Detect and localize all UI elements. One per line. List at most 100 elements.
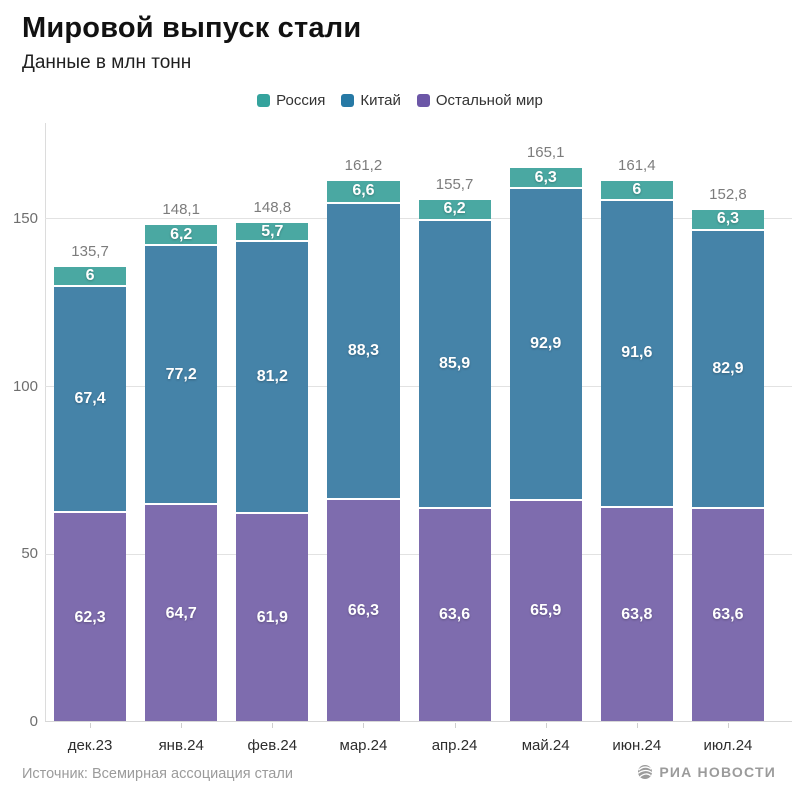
bar-segment-china: 88,3 — [327, 203, 400, 500]
x-axis-label-июн.24: июн.24 — [612, 737, 662, 754]
bar-segment-russia: 6 — [600, 180, 673, 201]
bar-segment-rest-of-world: 61,9 — [236, 514, 309, 722]
segment-value-label: 6,3 — [534, 168, 557, 186]
x-axis-label-фев.24: фев.24 — [247, 737, 298, 754]
bar-segment-china: 67,4 — [54, 287, 127, 514]
bar-group-мар.24: 161,2 6,6 88,3 66,3 мар.24 — [327, 123, 400, 754]
segment-value-label: 66,3 — [347, 601, 379, 619]
bar-segment-china: 77,2 — [145, 246, 218, 506]
segment-value-label: 64,7 — [165, 604, 197, 622]
total-label: 161,2 — [344, 157, 383, 175]
ria-novosti-icon — [637, 764, 653, 780]
segment-value-label: 81,2 — [256, 368, 288, 386]
segment-value-label: 6 — [85, 266, 95, 284]
bar-segment-china: 91,6 — [600, 200, 673, 509]
x-tick-mark — [454, 723, 456, 728]
x-axis-label-янв.24: янв.24 — [158, 737, 204, 754]
segment-value-label: 63,6 — [438, 606, 471, 624]
segment-value-label: 5,7 — [261, 222, 284, 240]
bar-group-дек.23: 135,7 6 67,4 62,3 дек.23 — [54, 123, 127, 754]
legend-swatch — [341, 94, 355, 107]
legend-item-0: Россия — [257, 92, 325, 109]
bar-segment-russia: 6,3 — [509, 168, 582, 190]
segment-value-label: 63,6 — [712, 606, 744, 624]
x-axis-label-мар.24: мар.24 — [339, 737, 388, 754]
bar-segment-rest-of-world: 64,7 — [145, 505, 218, 722]
x-axis-label-апр.24: апр.24 — [431, 737, 478, 754]
y-tick-label-150: 150 — [12, 209, 38, 227]
total-label: 148,8 — [253, 198, 292, 216]
page-title: Мировой выпуск стали — [22, 12, 362, 44]
bar-segment-rest-of-world: 63,6 — [691, 508, 764, 722]
bar-segment-russia: 6,2 — [418, 199, 491, 221]
x-axis-label-июл.24: июл.24 — [703, 737, 753, 754]
legend-label: Китай — [360, 92, 401, 109]
source-note: Источник: Всемирная ассоциация стали — [22, 766, 293, 782]
segment-value-label: 6,3 — [716, 210, 740, 228]
y-tick-label-0: 0 — [29, 713, 38, 730]
legend-swatch — [257, 94, 271, 107]
bar-group-июл.24: 152,8 6,3 82,9 63,6 июл.24 — [691, 123, 764, 754]
x-tick-mark — [545, 723, 547, 728]
segment-value-label: 67,4 — [74, 390, 106, 408]
bar-segment-china: 81,2 — [236, 242, 309, 515]
x-tick-mark — [90, 723, 92, 728]
bar-group-фев.24: 148,8 5,7 81,2 61,9 фев.24 — [236, 123, 309, 754]
x-tick-mark — [272, 723, 274, 728]
x-axis-label-дек.23: дек.23 — [67, 737, 113, 754]
bar-segment-russia: 5,7 — [236, 222, 309, 243]
total-label: 135,7 — [71, 242, 109, 260]
bar-segment-china: 82,9 — [691, 230, 764, 509]
segment-value-label: 92,9 — [530, 335, 562, 353]
bar-segment-russia: 6,2 — [145, 225, 218, 247]
segment-value-label: 62,3 — [74, 608, 106, 626]
total-label: 152,8 — [709, 185, 747, 203]
brand-name: РИА НОВОСТИ — [659, 764, 776, 780]
x-tick-mark — [363, 723, 365, 728]
legend: Россия Китай Остальной мир — [0, 92, 800, 109]
legend-swatch — [416, 94, 430, 107]
y-axis-line — [45, 123, 46, 722]
total-label: 155,7 — [435, 175, 474, 193]
legend-label: Остальной мир — [435, 92, 543, 109]
bar-group-янв.24: 148,1 6,2 77,2 64,7 янв.24 — [145, 123, 218, 754]
bar-segment-russia: 6,6 — [327, 181, 400, 204]
y-tick-label-50: 50 — [21, 545, 38, 563]
x-tick-mark — [181, 723, 183, 728]
bar-segment-rest-of-world: 66,3 — [327, 499, 400, 722]
x-axis-label-май.24: май.24 — [521, 737, 570, 754]
segment-value-label: 91,6 — [621, 344, 653, 362]
page-subtitle: Данные в млн тонн — [22, 52, 192, 73]
bar-group-июн.24: 161,4 6 91,6 63,8 июн.24 — [600, 123, 673, 754]
total-label: 165,1 — [526, 144, 565, 162]
total-label: 161,4 — [618, 156, 656, 174]
y-tick-label-100: 100 — [12, 377, 38, 395]
segment-value-label: 65,9 — [530, 602, 562, 620]
segment-value-label: 77,2 — [165, 365, 197, 383]
total-label: 148,1 — [162, 201, 200, 219]
segment-value-label: 61,9 — [256, 609, 288, 627]
stacked-bar-chart: 135,7 6 67,4 62,3 дек.23 148,1 6,2 77,2 64,7 янв.… — [0, 123, 800, 754]
brand-logo: РИА НОВОСТИ — [637, 764, 776, 780]
legend-item-2: Остальной мир — [416, 92, 543, 109]
segment-value-label: 6,2 — [443, 200, 466, 218]
segment-value-label: 88,3 — [347, 341, 379, 359]
x-tick-mark — [727, 723, 729, 728]
segment-value-label: 6,2 — [170, 225, 193, 243]
segment-value-label: 63,8 — [621, 606, 653, 624]
bar-group-апр.24: 155,7 6,2 85,9 63,6 апр.24 — [418, 123, 491, 754]
legend-label: Россия — [276, 92, 326, 109]
legend-item-1: Китай — [341, 92, 401, 109]
segment-value-label: 82,9 — [712, 359, 744, 377]
x-tick-mark — [636, 723, 638, 728]
bar-segment-china: 85,9 — [418, 220, 491, 509]
bars-container: 135,7 6 67,4 62,3 дек.23 148,1 6,2 77,2 64,7 янв.… — [45, 123, 792, 754]
bar-segment-rest-of-world: 63,6 — [418, 508, 491, 722]
segment-value-label: 6 — [632, 180, 642, 198]
bar-segment-rest-of-world: 65,9 — [509, 500, 582, 722]
bar-segment-rest-of-world: 62,3 — [54, 513, 127, 722]
segment-value-label: 6,6 — [352, 182, 375, 200]
bar-segment-russia: 6,3 — [691, 209, 764, 231]
segment-value-label: 85,9 — [438, 354, 471, 372]
